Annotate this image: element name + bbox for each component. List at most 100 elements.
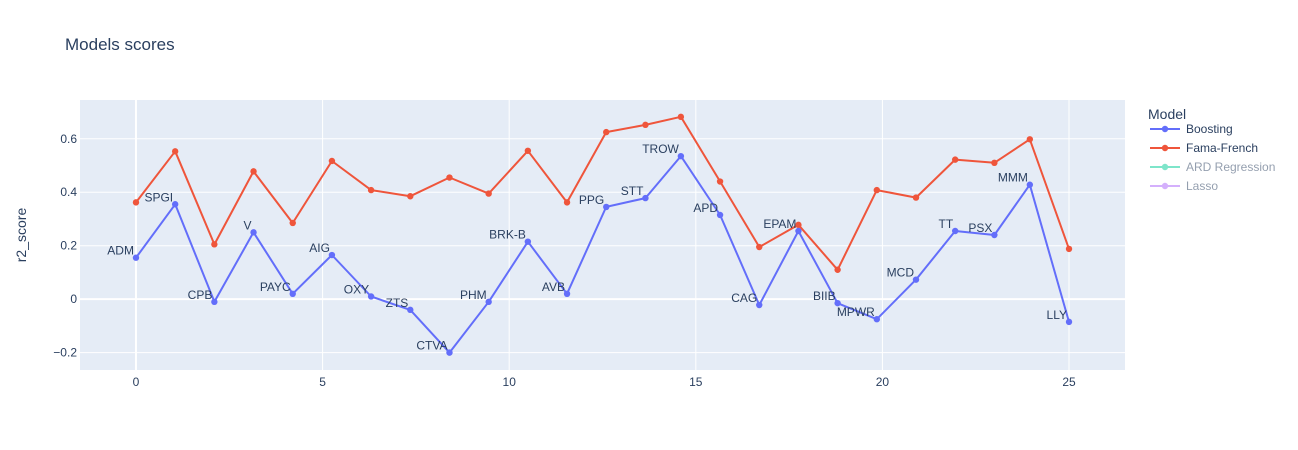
data-point-fama-french[interactable]: [951, 156, 959, 163]
data-point-fama-french[interactable]: [642, 121, 649, 129]
data-point-boosting[interactable]: [795, 227, 802, 235]
point-label: STT: [621, 184, 644, 198]
point-label: CTVA: [416, 339, 447, 353]
data-point-fama-french[interactable]: [289, 219, 296, 227]
data-point-boosting[interactable]: [642, 194, 649, 202]
data-point-fama-french[interactable]: [991, 159, 998, 167]
point-label: ADM: [107, 244, 134, 258]
point-label: TT: [939, 217, 954, 231]
data-point-fama-french[interactable]: [795, 221, 802, 229]
data-point-boosting[interactable]: [171, 201, 179, 208]
legend-title: Model: [1148, 106, 1186, 122]
x-tick-label: 20: [876, 375, 890, 389]
data-point-boosting[interactable]: [716, 211, 724, 219]
data-point-fama-french[interactable]: [446, 174, 453, 181]
legend: Model Boosting Fama-French ARD Regression L…: [1148, 106, 1275, 193]
data-point-boosting[interactable]: [834, 299, 841, 307]
legend-item-ard-regression[interactable]: ARD Regression: [1150, 160, 1275, 174]
data-point-boosting[interactable]: [328, 251, 336, 259]
data-point-fama-french[interactable]: [873, 186, 881, 194]
point-label: BRK-B: [489, 228, 526, 242]
data-point-fama-french[interactable]: [328, 157, 336, 165]
data-point-boosting[interactable]: [289, 290, 296, 298]
data-point-boosting[interactable]: [132, 254, 140, 261]
data-point-boosting[interactable]: [603, 203, 610, 211]
data-point-fama-french[interactable]: [603, 128, 610, 136]
series-boosting: [132, 152, 1073, 356]
y-tick-label: 0.6: [60, 132, 77, 146]
data-point-boosting[interactable]: [367, 293, 375, 300]
data-point-boosting[interactable]: [1026, 181, 1034, 188]
point-label: AVB: [542, 280, 565, 294]
data-point-boosting[interactable]: [873, 316, 881, 323]
data-point-fama-french[interactable]: [756, 243, 763, 251]
legend-label: Fama-French: [1186, 141, 1258, 155]
data-point-boosting[interactable]: [524, 238, 532, 245]
data-point-boosting[interactable]: [407, 306, 414, 314]
x-tick-label: 5: [319, 375, 326, 389]
data-point-boosting[interactable]: [677, 152, 685, 160]
data-point-fama-french[interactable]: [171, 148, 179, 155]
legend-item-lasso[interactable]: Lasso: [1150, 179, 1218, 193]
point-label: EPAM: [763, 217, 796, 231]
data-point-boosting[interactable]: [951, 227, 959, 235]
data-point-boosting[interactable]: [1065, 318, 1073, 326]
x-tick-label: 25: [1062, 375, 1076, 389]
data-point-boosting[interactable]: [756, 301, 763, 309]
data-point-fama-french[interactable]: [677, 113, 685, 121]
data-point-fama-french[interactable]: [563, 199, 571, 206]
x-tick-label: 0: [133, 375, 140, 389]
point-label: PSX: [968, 221, 992, 235]
data-point-fama-french[interactable]: [524, 147, 532, 154]
legend-marker: [1161, 144, 1169, 152]
point-label: CAG: [731, 291, 757, 305]
y-axis-ticks: −0.2 0 0.2 0.4 0.6: [53, 132, 77, 360]
legend-item-boosting[interactable]: Boosting: [1150, 122, 1233, 136]
point-label: LLY: [1047, 308, 1067, 322]
point-label: PPG: [579, 193, 604, 207]
data-point-boosting[interactable]: [912, 276, 920, 283]
x-tick-label: 10: [503, 375, 517, 389]
legend-label: Boosting: [1186, 122, 1233, 136]
legend-marker: [1161, 163, 1169, 171]
point-label: TROW: [642, 142, 679, 156]
data-point-fama-french[interactable]: [407, 193, 414, 200]
legend-label: ARD Regression: [1186, 160, 1275, 174]
data-point-boosting[interactable]: [485, 298, 492, 306]
y-tick-label: 0: [70, 292, 77, 306]
data-point-fama-french[interactable]: [211, 241, 218, 248]
point-label: CPB: [188, 288, 213, 302]
point-label: MMM: [998, 171, 1028, 185]
y-tick-label: 0.2: [60, 239, 77, 253]
data-point-fama-french[interactable]: [367, 186, 375, 194]
data-point-fama-french[interactable]: [1026, 136, 1034, 143]
series-layer: [132, 113, 1073, 356]
data-point-boosting[interactable]: [446, 349, 453, 356]
data-point-fama-french[interactable]: [485, 190, 492, 197]
point-label: AIG: [309, 241, 330, 255]
y-axis-title: r2_score: [13, 208, 29, 263]
data-point-fama-french[interactable]: [716, 178, 724, 185]
legend-marker: [1161, 182, 1169, 190]
legend-item-fama-french[interactable]: Fama-French: [1150, 141, 1258, 155]
data-point-boosting[interactable]: [211, 298, 218, 306]
series-fama-french: [132, 113, 1073, 273]
data-point-boosting[interactable]: [563, 290, 571, 298]
point-label: OXY: [344, 282, 369, 296]
data-point-fama-french[interactable]: [250, 168, 257, 175]
legend-label: Lasso: [1186, 179, 1218, 193]
data-point-boosting[interactable]: [250, 229, 257, 236]
point-label: ZTS: [386, 296, 409, 310]
data-point-fama-french[interactable]: [834, 266, 841, 273]
y-tick-label: −0.2: [53, 346, 77, 360]
data-point-boosting[interactable]: [991, 231, 998, 239]
x-axis-ticks: 0 5 10 15 20 25: [133, 375, 1076, 389]
data-point-fama-french[interactable]: [912, 194, 920, 201]
point-label: APD: [693, 201, 718, 215]
point-labels: ADM SPGI CPB V PAYC AIG OXY ZTS CTVA PHM BRK-B AVB P…: [107, 142, 1067, 352]
data-point-fama-french[interactable]: [132, 199, 140, 206]
data-point-fama-french[interactable]: [1065, 245, 1073, 253]
point-label: SPGI: [144, 190, 173, 204]
